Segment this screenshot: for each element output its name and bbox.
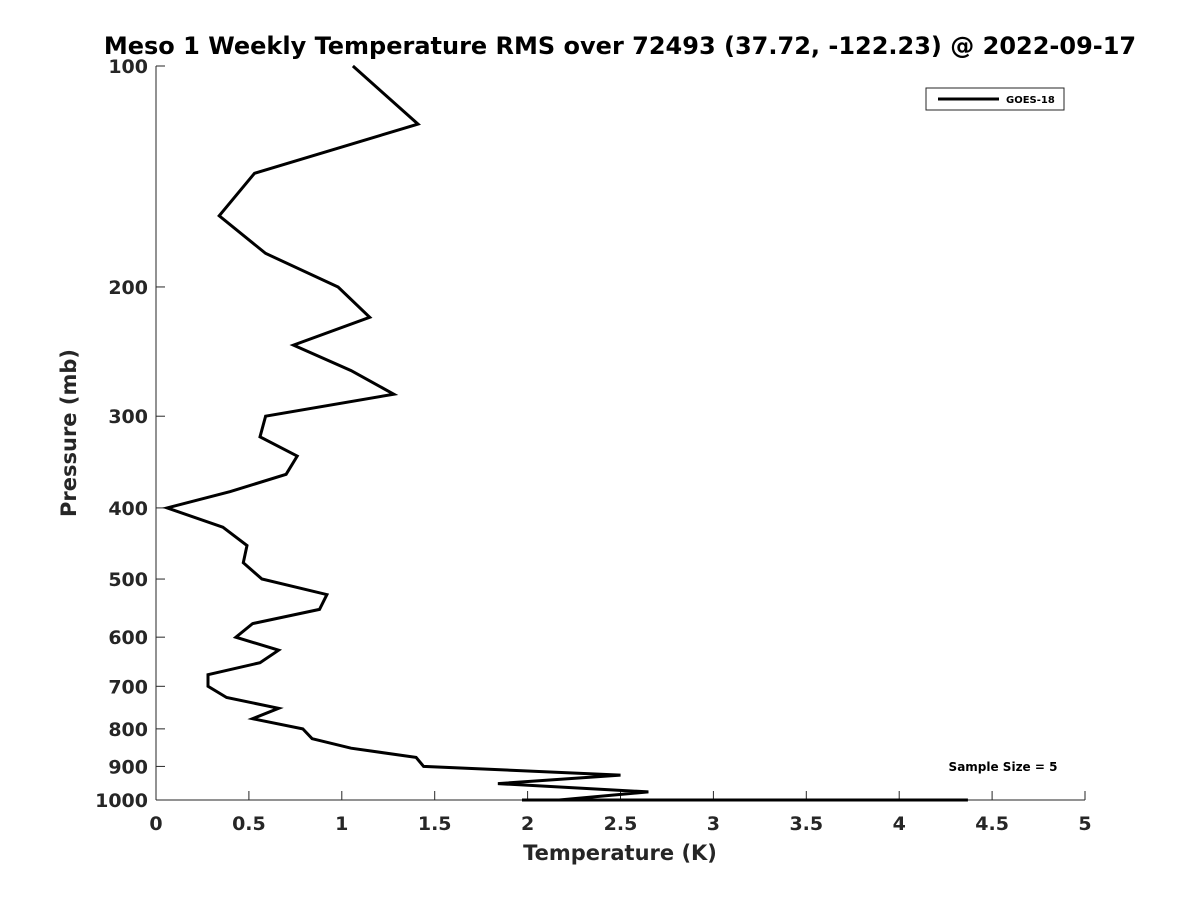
x-tick-label: 3 <box>707 813 720 835</box>
series-line-goes-18 <box>161 64 968 802</box>
x-tick-label: 0.5 <box>232 813 266 835</box>
y-ticks: 100 200 300 400 500 600 700 800 900 1000 <box>95 56 165 812</box>
x-tick-label: 1 <box>335 813 348 835</box>
sample-size-annotation: Sample Size = 5 <box>949 760 1058 774</box>
y-tick-label: 600 <box>108 627 148 649</box>
x-tick-label: 4 <box>893 813 906 835</box>
y-tick-label: 200 <box>108 277 148 299</box>
x-tick-label: 4.5 <box>975 813 1009 835</box>
y-tick-label: 100 <box>108 56 148 78</box>
legend: GOES-18 <box>925 87 1065 111</box>
y-tick-label: 400 <box>108 498 148 520</box>
y-tick-label: 900 <box>108 756 148 778</box>
y-tick-label: 300 <box>108 406 148 428</box>
x-tick-label: 5 <box>1078 813 1091 835</box>
x-tick-label: 1.5 <box>418 813 452 835</box>
y-axis-label: Pressure (mb) <box>57 349 81 517</box>
y-tick-label: 500 <box>108 569 148 591</box>
series-layer <box>161 64 968 802</box>
x-tick-label: 2 <box>521 813 534 835</box>
y-tick-label: 800 <box>108 719 148 741</box>
x-axis-label: Temperature (K) <box>523 841 717 865</box>
x-tick-label: 0 <box>149 813 162 835</box>
x-ticks: 0 0.5 1 1.5 2 2.5 3 3.5 4 4.5 5 <box>149 791 1092 835</box>
x-tick-label: 2.5 <box>604 813 638 835</box>
y-tick-label: 1000 <box>95 790 148 812</box>
x-tick-label: 3.5 <box>789 813 823 835</box>
plot-area: 0 0.5 1 1.5 2 2.5 3 3.5 4 4.5 5 100 200 300 400 500 600… <box>95 56 1092 835</box>
y-tick-label: 700 <box>108 676 148 698</box>
chart-title: Meso 1 Weekly Temperature RMS over 72493… <box>104 32 1136 60</box>
legend-label-goes-18: GOES-18 <box>1006 95 1055 106</box>
